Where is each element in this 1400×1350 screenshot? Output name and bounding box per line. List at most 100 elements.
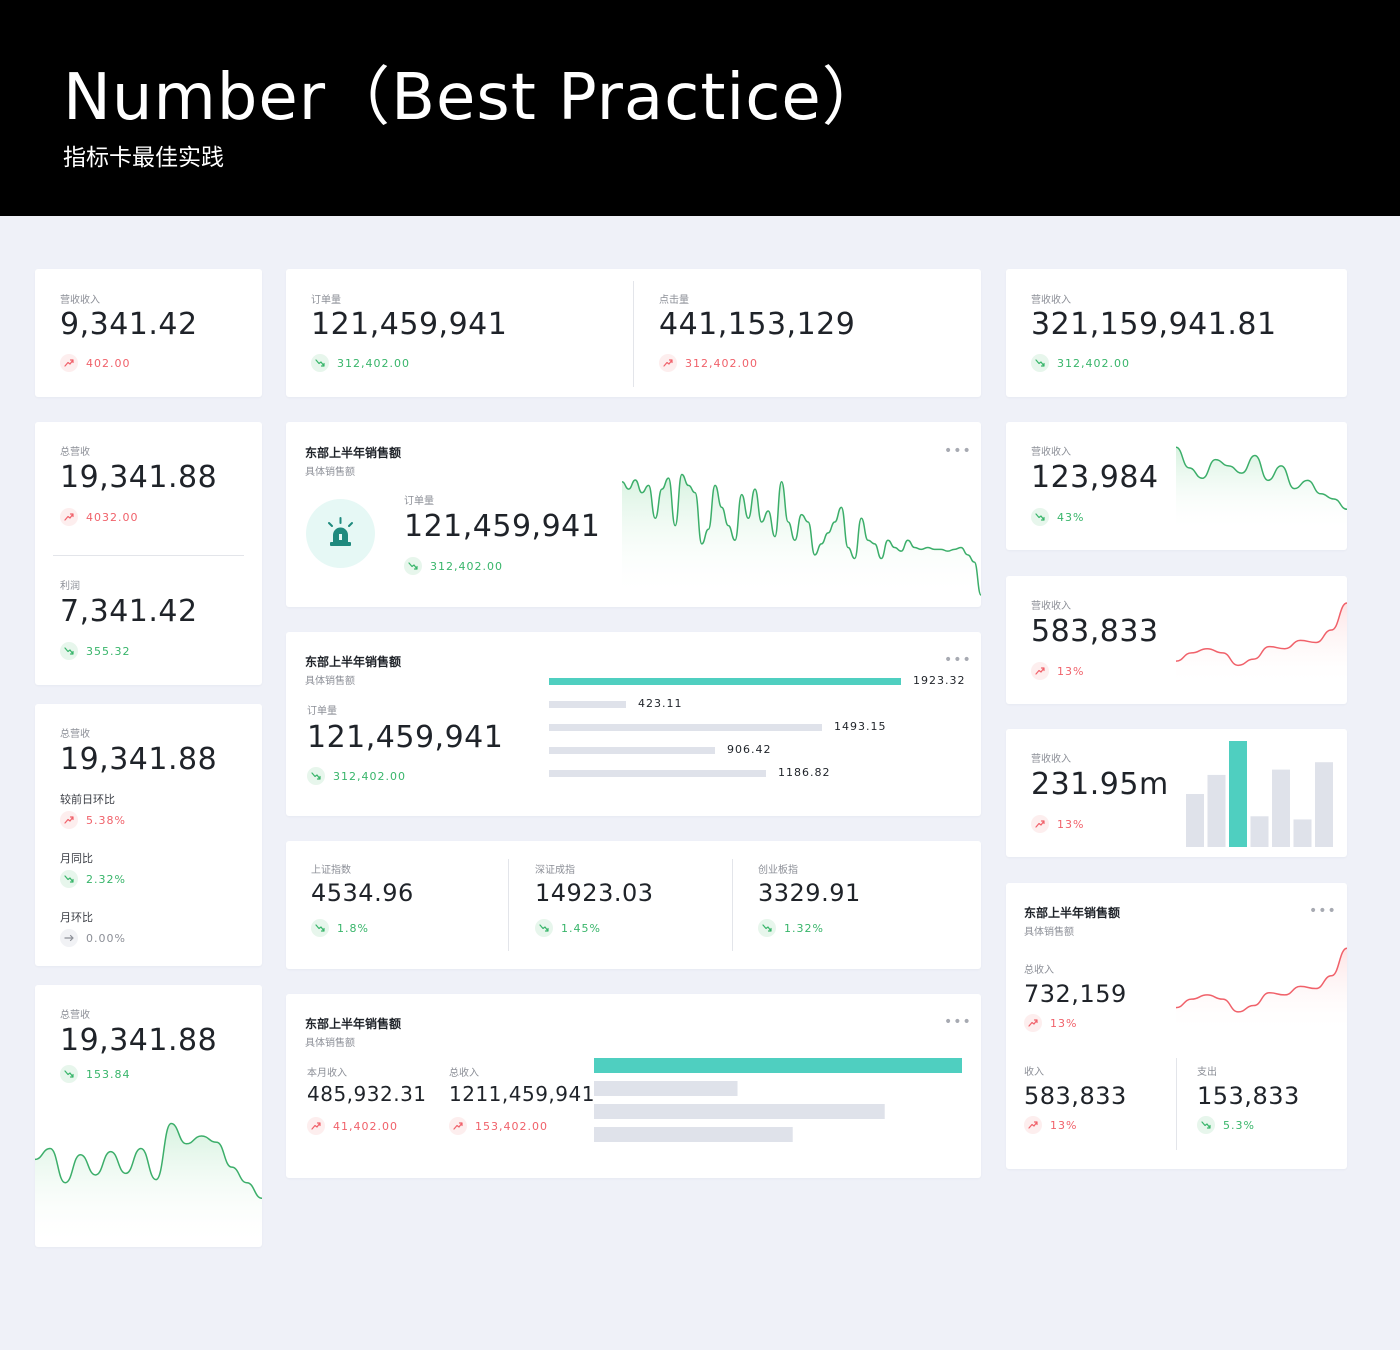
metric-value: 9,341.42 [60, 307, 198, 342]
metric-value: 19,341.88 [60, 460, 218, 495]
bar [1207, 774, 1226, 847]
series-line [1175, 602, 1347, 667]
page-title: Number（Best Practice） [63, 61, 887, 135]
metric-card-revenue[interactable]: 营收收入 9,341.42 402.00 [35, 269, 262, 397]
metric-card-orders-clicks[interactable]: 订单量 121,459,941 312,402.00 点击量 441,153,1… [286, 269, 981, 397]
metric-card-total-profit[interactable]: 总营收 19,341.88 4032.00 利润 7,341.42 355.32 [35, 422, 262, 685]
sales-card-income-expense[interactable]: 东部上半年销售额 具体销售额 ••• 总收入 732,159 13% 收入 58… [1006, 883, 1347, 1169]
trend-value: 312,402.00 [1057, 356, 1130, 370]
area-chart [621, 473, 981, 597]
metric-card-comparisons[interactable]: 总营收 19,341.88 较前日环比 5.38% 月同比 2.32% 月环比 … [35, 704, 262, 966]
bar [594, 1058, 962, 1073]
metric-label: 营收收入 [1031, 754, 1071, 765]
card-subtitle: 具体销售额 [305, 676, 355, 687]
area-fill [1176, 603, 1347, 686]
card-title: 东部上半年销售额 [305, 446, 402, 460]
bar-value-label: 1186.82 [778, 766, 831, 779]
bar [1293, 819, 1312, 847]
page-subtitle: 指标卡最佳实践 [63, 145, 224, 171]
stock-index-card[interactable]: 上证指数 4534.96 1.8% 深证成指 14923.03 1.45% 创业… [286, 841, 981, 969]
metric-value: 732,159 [1024, 980, 1127, 1008]
metric-value: 583,833 [1031, 614, 1159, 649]
sales-card-area-chart[interactable]: 东部上半年销售额 具体销售额 ••• 订单量 121,459,941 312,4… [286, 422, 981, 607]
sales-card-monthly[interactable]: 东部上半年销售额 具体销售额 ••• 本月收入 485,932.31 41,40… [286, 994, 981, 1178]
metric-card-revenue-large[interactable]: 营收收入 321,159,941.81 312,402.00 [1006, 269, 1347, 397]
series-line [35, 1122, 262, 1200]
trend-indicator: 13% [1024, 1014, 1077, 1032]
sparkline-chart [1175, 446, 1347, 532]
metric-label: 总营收 [60, 447, 90, 458]
comparison-label: 月同比 [60, 852, 93, 865]
trend-indicator: 153.84 [60, 1065, 131, 1083]
trend-down-icon [535, 919, 553, 937]
trend-value: 402.00 [86, 356, 131, 370]
sparkline-chart [1175, 947, 1347, 1033]
area-fill [622, 474, 981, 597]
trend-value: 5.38% [86, 813, 126, 827]
trend-value: 153,402.00 [475, 1119, 548, 1133]
bar [549, 701, 626, 708]
metric-label: 订单量 [311, 295, 341, 306]
metric-value: 123,984 [1031, 460, 1159, 495]
metric-label: 支出 [1197, 1067, 1217, 1078]
trend-up-icon [307, 1117, 325, 1135]
card-subtitle: 具体销售额 [305, 467, 355, 478]
metric-value: 121,459,941 [311, 307, 508, 342]
trend-value: 2.32% [86, 872, 126, 886]
trend-indicator: 312,402.00 [659, 354, 758, 372]
trend-indicator: 13% [1031, 815, 1084, 833]
bar [549, 770, 766, 777]
metric-card-mini-bars[interactable]: 营收收入 231.95m 13% [1006, 729, 1347, 857]
trend-down-icon [1031, 354, 1049, 372]
bar [549, 747, 715, 754]
trend-indicator: 1.45% [535, 919, 601, 937]
metric-label: 营收收入 [1031, 601, 1071, 612]
trend-value: 1.8% [337, 921, 369, 935]
more-icon[interactable]: ••• [944, 652, 972, 668]
metric-value: 321,159,941.81 [1031, 307, 1277, 342]
trend-indicator: 402.00 [60, 354, 131, 372]
area-fill [35, 1123, 262, 1247]
trend-value: 153.84 [86, 1067, 131, 1081]
metric-value: 1211,459,941 [449, 1082, 595, 1106]
metric-value: 485,932.31 [307, 1082, 427, 1106]
area-chart [35, 1122, 262, 1247]
metric-label: 总收入 [1024, 965, 1054, 976]
trend-down-icon [307, 767, 325, 785]
metric-label: 营收收入 [60, 295, 100, 306]
divider [53, 555, 244, 556]
more-icon[interactable]: ••• [944, 443, 972, 459]
more-icon[interactable]: ••• [1309, 903, 1337, 919]
sales-card-bar-chart[interactable]: 东部上半年销售额 具体销售额 ••• 订单量 121,459,941 312,4… [286, 632, 981, 816]
metric-label: 总收入 [449, 1068, 479, 1079]
metric-card-sparkline-green[interactable]: 营收收入 123,984 43% [1006, 422, 1347, 550]
trend-value: 4032.00 [86, 510, 139, 524]
metric-label: 营收收入 [1031, 447, 1071, 458]
area-fill [1176, 948, 1347, 1033]
trend-down-icon [758, 919, 776, 937]
trend-up-icon [1031, 815, 1049, 833]
trend-up-icon [1024, 1116, 1042, 1134]
metric-card-area-bottom[interactable]: 总营收 19,341.88 153.84 [35, 985, 262, 1247]
trend-indicator: 43% [1031, 508, 1084, 526]
metric-label: 本月收入 [307, 1068, 347, 1079]
series-line [1175, 947, 1347, 1013]
trend-down-icon [311, 919, 329, 937]
index-value: 4534.96 [311, 879, 414, 907]
trend-down-icon [1031, 508, 1049, 526]
horizontal-bar-chart: 1923.32 423.11 1493.15 906.42 1186.82 [549, 674, 969, 786]
divider [1176, 1058, 1177, 1150]
trend-value: 13% [1057, 664, 1085, 678]
bar [594, 1104, 885, 1119]
metric-card-sparkline-red[interactable]: 营收收入 583,833 13% [1006, 576, 1347, 704]
trend-indicator: 5.3% [1197, 1116, 1255, 1134]
trend-value: 312,402.00 [685, 356, 758, 370]
trend-indicator: 2.32% [60, 870, 126, 888]
trend-value: 312,402.00 [430, 559, 503, 573]
trend-indicator: 312,402.00 [404, 557, 503, 575]
trend-up-icon [449, 1117, 467, 1135]
trend-down-icon [404, 557, 422, 575]
bar [594, 1127, 793, 1142]
more-icon[interactable]: ••• [944, 1014, 972, 1030]
trend-indicator: 312,402.00 [311, 354, 410, 372]
